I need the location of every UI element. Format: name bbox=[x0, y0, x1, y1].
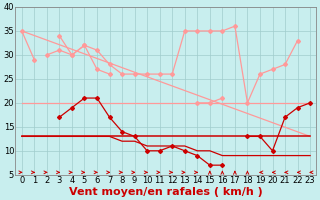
X-axis label: Vent moyen/en rafales ( km/h ): Vent moyen/en rafales ( km/h ) bbox=[69, 187, 263, 197]
